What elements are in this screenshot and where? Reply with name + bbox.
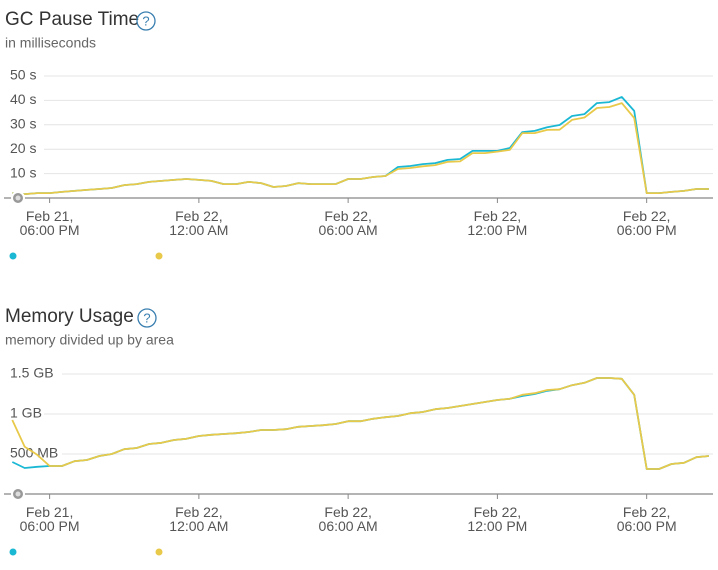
chart-subtitle: in milliseconds [5,35,96,51]
y-tick-label: 1.5 GB [10,365,54,381]
help-icon-glyph: ? [143,310,150,325]
y-tick-label: 40 s [10,91,36,107]
x-tick-label: Feb 21, 06:00 PM [20,504,80,534]
x-tick-label: Feb 22, 12:00 PM [467,208,527,238]
help-icon-glyph: ? [142,13,149,28]
y-tick-label: 50 s [10,67,36,83]
panel: Memory Usage ? memory divided up by area [5,306,174,348]
panel: GC Pause Time ? in milliseconds [5,9,156,51]
x-tick-label: Feb 22, 06:00 PM [617,208,677,238]
x-tick-label: Feb 22, 12:00 AM [169,208,228,238]
y-tick-label: 20 s [10,140,36,156]
legend-swatch [155,548,163,556]
y-tick-label: 1 GB [10,405,42,421]
y-tick-label: 10 s [10,164,36,180]
x-tick-label: Feb 22, 12:00 AM [169,504,228,534]
legend-swatch [9,548,17,556]
help-icon[interactable] [136,11,156,31]
legend-swatch [155,252,163,260]
chart-title: Memory Usage [5,306,134,327]
legend-swatch [9,252,17,260]
x-tick-label: Feb 22, 06:00 AM [319,504,378,534]
series-line [11,377,709,470]
chart-title: GC Pause Time [5,9,139,30]
series-line [11,377,709,470]
x-tick-label: Feb 22, 12:00 PM [467,504,527,534]
scroll-handle-dot [15,491,21,497]
x-tick-label: Feb 22, 06:00 PM [617,504,677,534]
scroll-handle-dot [15,195,21,201]
x-tick-label: Feb 21, 06:00 PM [20,208,80,238]
chart-subtitle: memory divided up by area [5,332,174,348]
x-tick-label: Feb 22, 06:00 AM [319,208,378,238]
series-line [12,102,709,195]
help-icon[interactable] [137,308,157,328]
y-tick-label: 30 s [10,116,36,132]
